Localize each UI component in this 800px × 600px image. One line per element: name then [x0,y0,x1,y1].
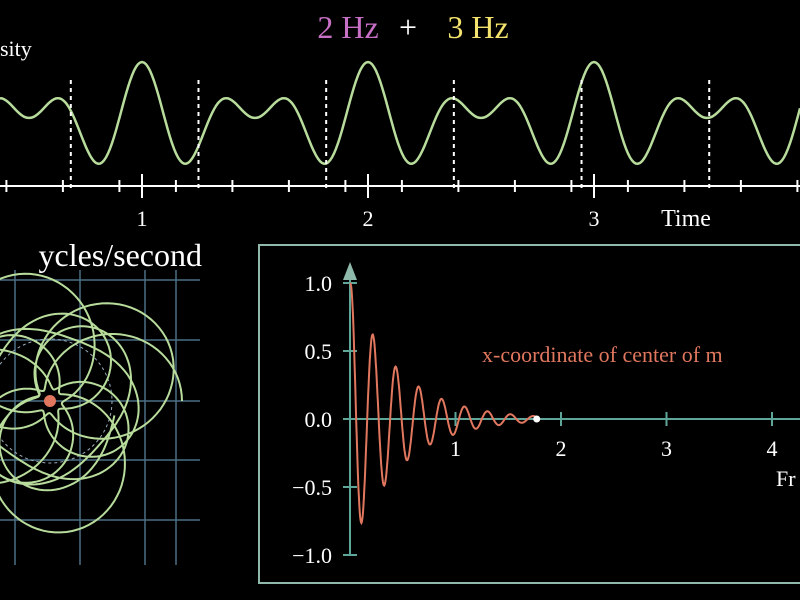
x-tick-label: 3 [589,206,600,231]
y-tick-label: −1.0 [292,543,332,568]
center-curve [349,282,537,526]
center-of-mass [44,395,56,407]
y-tick-label: 1.0 [305,271,333,296]
signal-panel: 2 Hz + 3 Hz sity Time 1 2 3 [0,9,800,232]
current-frequency [533,415,541,423]
x-tick-label: 1 [137,206,148,231]
winding-panel: ycles/second [0,237,202,565]
axis-arrow [343,262,357,280]
y-tick-label: 0.5 [305,339,333,364]
title-plus: + [399,9,417,45]
x-tick-label: 3 [661,436,672,461]
panel-frame [258,244,800,584]
curve-label: x-coordinate of center of m [482,342,723,367]
x-tick-label: 2 [556,436,567,461]
y-axis-label: sity [0,36,32,61]
y-tick-label: −0.5 [292,475,332,500]
guide-circle [0,338,113,464]
winding-label: ycles/second [39,237,203,273]
y-tick-label: 0.0 [305,407,333,432]
signal-wave [0,60,800,165]
x-axis-label: Fr [776,466,796,491]
x-tick-label: 1 [450,436,461,461]
center-panel: Fr x-coordinate of center of m 1.0 0.5 0.0… [258,244,800,584]
x-tick-label: 2 [363,206,374,231]
title-left: 2 Hz [317,9,378,45]
title-right: 3 Hz [447,9,508,45]
x-axis-label: Time [661,206,711,232]
x-tick-label: 4 [767,436,778,461]
wound-signal [0,272,183,534]
